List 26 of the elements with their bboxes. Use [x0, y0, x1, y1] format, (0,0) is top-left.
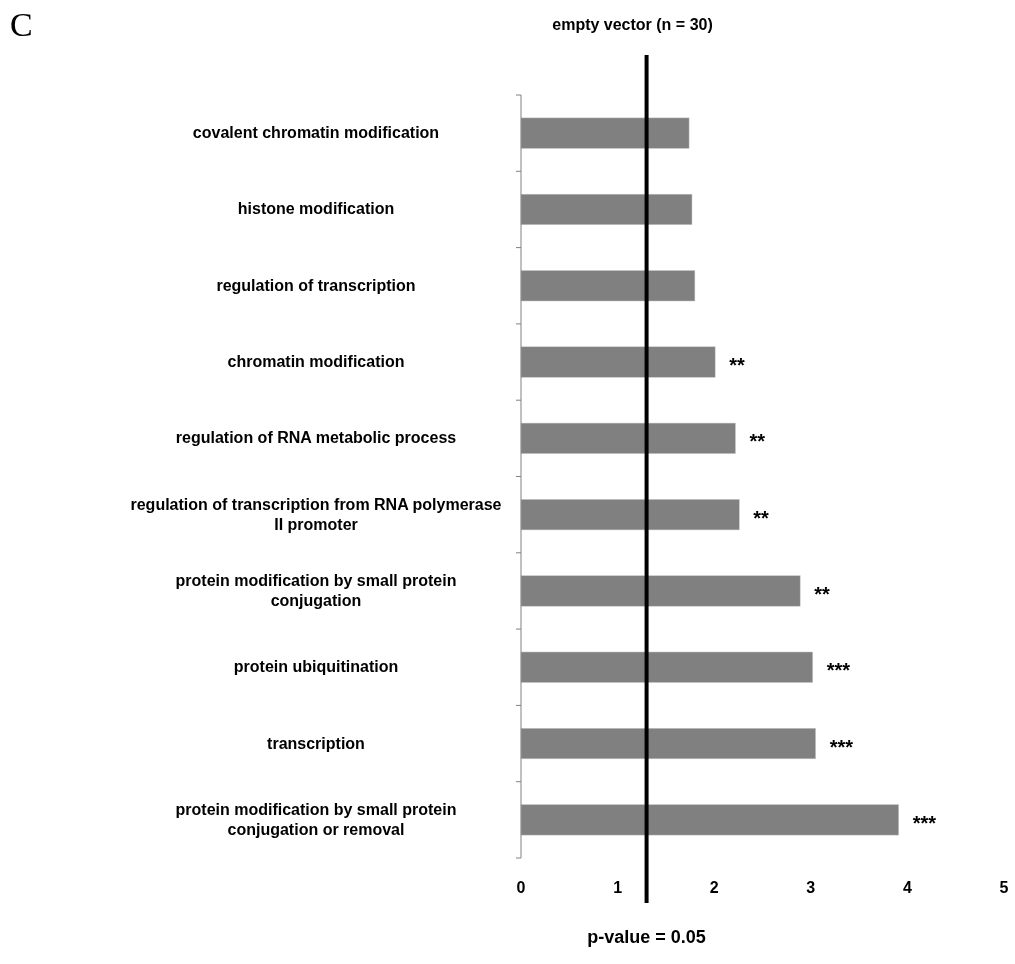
x-tick-label: 4	[902, 879, 912, 896]
x-tick-label: 3	[806, 879, 816, 896]
x-tick-label: 1	[613, 879, 623, 896]
data-label: ***	[912, 811, 937, 834]
chart-title: empty vector (n = 30)	[552, 16, 713, 33]
data-label: **	[729, 354, 745, 377]
y-tick-label: chromatin modification	[227, 353, 405, 371]
y-tick-label: protein ubiquitination	[233, 658, 399, 676]
data-label: **	[753, 506, 770, 529]
x-tick-label: 5	[999, 879, 1009, 896]
y-tick-label: regulation of transcription from RNA polymerase II promoter	[130, 495, 502, 533]
x-tick-label: 2	[709, 879, 719, 896]
data-label: ***	[829, 735, 854, 758]
text: p-value = 0.05	[587, 927, 706, 947]
text: C	[10, 6, 33, 43]
data-label: **	[749, 430, 766, 453]
data-label: ***	[826, 659, 851, 682]
y-tick-label: regulation of RNA metabolic process	[175, 429, 457, 447]
y-tick-label: protein modification by small protein conjugation or removal	[175, 800, 457, 838]
data-label: **	[814, 582, 830, 605]
y-tick-label: protein modification by small protein conjugation	[175, 571, 457, 609]
y-tick-label: covalent chromatin modification	[192, 124, 440, 142]
x-tick-label: 0	[516, 879, 526, 896]
y-tick-label: regulation of transcription	[216, 276, 416, 294]
y-tick-label: transcription	[267, 734, 365, 752]
y-tick-label: histone modification	[237, 200, 395, 218]
